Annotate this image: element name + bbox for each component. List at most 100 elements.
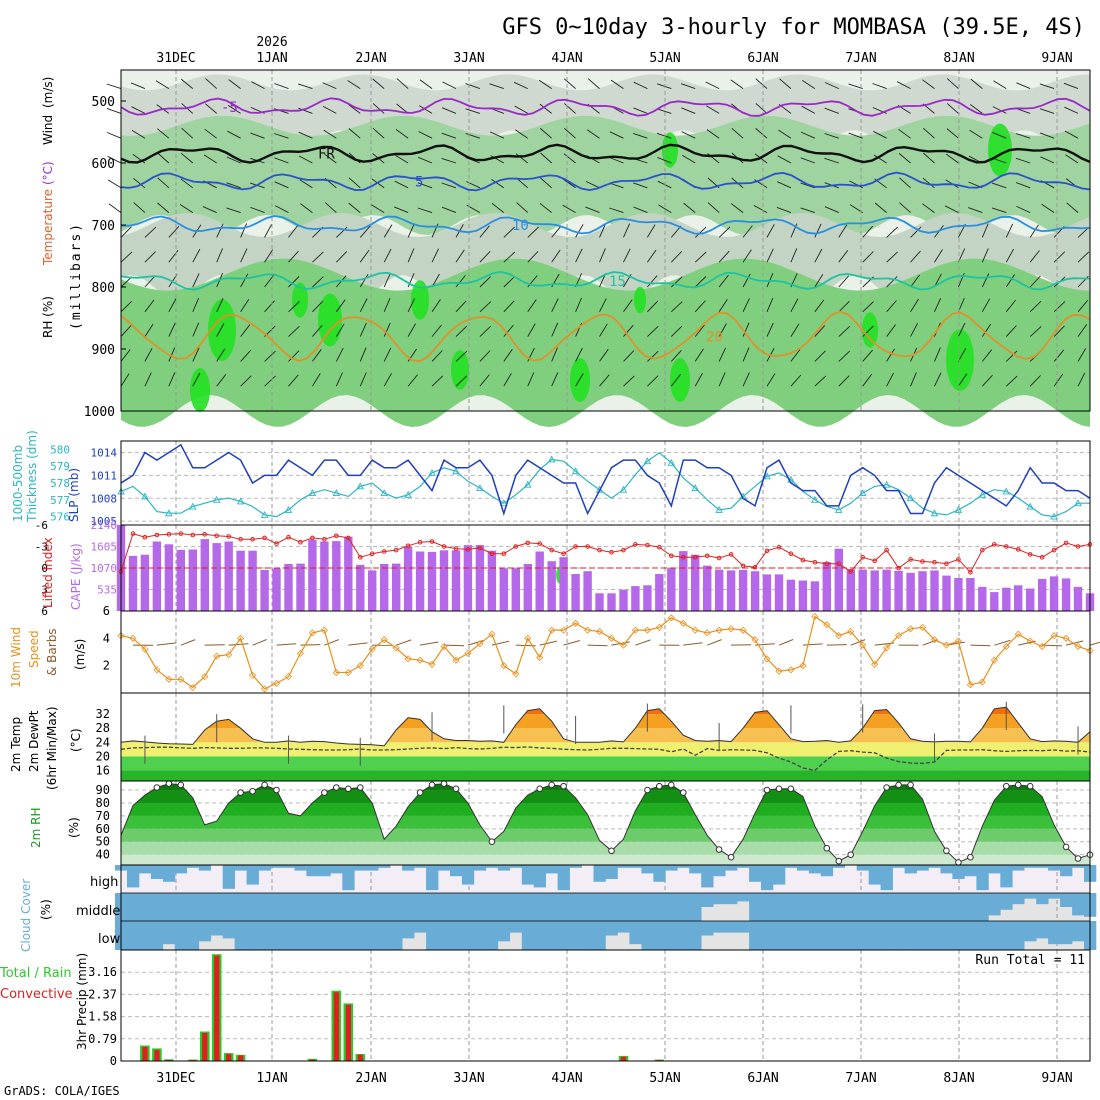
rh2m-point (177, 781, 185, 789)
isotherm-line (120, 270, 1091, 291)
upper-wind-barb (742, 249, 752, 263)
cloud-cell (964, 893, 977, 921)
cloud-cell (450, 921, 463, 950)
upper-wind-barb (778, 129, 792, 139)
upper-wind-barb (383, 273, 391, 288)
upper-wind-barb (455, 275, 466, 288)
upper-wind-barb (540, 128, 552, 139)
upper-wind-barb (417, 182, 433, 189)
wind10-speed-point (237, 634, 245, 642)
upper-wind-barb (168, 322, 176, 337)
cape-bar (308, 539, 317, 611)
temp2m-line (120, 706, 1091, 747)
upper-wind-barb (312, 251, 324, 263)
cape-bar (631, 586, 640, 611)
wind10-barb (778, 639, 794, 646)
upper-wind-barb (312, 349, 322, 362)
lifted-index-point (968, 570, 973, 575)
upper-wind-barb (527, 250, 539, 263)
precip-conv-bar (154, 1049, 160, 1061)
rh2m-point (847, 851, 855, 859)
upper-wind-barb (1041, 203, 1055, 213)
wind10-tick-label: 2 (103, 659, 110, 673)
cloud-cell (1000, 921, 1013, 950)
upper-wind-barb (1005, 325, 1017, 337)
cloud-cell (521, 893, 535, 921)
upper-wind-barb (563, 153, 576, 164)
upper-wind-barb (144, 251, 156, 263)
upper-wind-barb (227, 104, 241, 114)
lifted-index-point (860, 555, 866, 560)
cloud-cell (1000, 865, 1013, 888)
upper-wind-barb (516, 202, 529, 213)
upper-wind-barb (899, 177, 911, 189)
upper-wind-barb (862, 301, 874, 313)
rh2m-point (656, 782, 663, 790)
wind10-speed-point (895, 632, 903, 640)
cloud-cell (784, 893, 798, 921)
thickness-point (236, 497, 245, 505)
upper-wind-barb (800, 207, 815, 214)
cloud-cell (617, 893, 630, 921)
wind10-barb (563, 640, 580, 646)
upper-wind-barb (1039, 83, 1055, 90)
lifted-index-point (1075, 544, 1081, 549)
cloud-cell (593, 865, 606, 882)
upper-wind-barb (934, 347, 941, 362)
upper-wind-barb (372, 103, 385, 114)
cloud-cell (342, 865, 355, 891)
precip-conv-bar (190, 1059, 196, 1061)
cloud-cell (569, 865, 582, 868)
isotherm-line (120, 97, 1091, 117)
cloud-cell (605, 893, 618, 921)
wind10-speed-point (823, 621, 831, 629)
cloud-cell (581, 893, 594, 921)
cape-bar (451, 550, 461, 611)
wind10-speed-point (416, 656, 424, 664)
cloud-cell (1060, 893, 1073, 907)
upper-wind-barb (417, 207, 433, 214)
bottom-date-label: 6JAN (747, 1071, 778, 1086)
rh2m-point (321, 789, 328, 796)
cloud-cell (138, 921, 152, 950)
cloud-cell (246, 893, 259, 921)
cloud-cell (186, 865, 200, 868)
rh2m-point (428, 781, 436, 789)
upper-wind-barb (742, 225, 753, 238)
upper-wind-barb (824, 107, 839, 114)
upper-wind-barb (886, 372, 894, 387)
cloud-cell (222, 865, 235, 889)
upper-wind-barb (872, 83, 887, 90)
upper-wind-barb (227, 130, 241, 139)
rh2m-point (835, 857, 843, 865)
cloud-cell (354, 893, 367, 921)
upper-wind-barb (274, 83, 289, 90)
upper-wind-barb (407, 298, 416, 312)
cloud-cell (282, 921, 295, 950)
upper-wind-barb (348, 202, 361, 213)
thickness-point (1050, 512, 1058, 520)
thickness-point (547, 455, 556, 463)
upper-wind-barb (465, 132, 481, 139)
wind10-barb (587, 644, 608, 647)
lifted-index-point (405, 543, 411, 549)
cloud-cell (282, 865, 295, 868)
upper-wind-barb (946, 128, 959, 139)
rh2m-point (644, 786, 651, 794)
lifted-index-point (692, 555, 698, 560)
cloud-cell (509, 865, 523, 868)
cloud-cell (1072, 893, 1085, 916)
upper-wind-barb (633, 206, 648, 214)
precip-conv-bar (656, 1059, 662, 1061)
cloud-cell (366, 865, 379, 871)
upper-wind-barb (1053, 373, 1064, 387)
upper-wind-barb (899, 202, 911, 213)
cloud-cell (796, 893, 810, 921)
cape-bar (726, 570, 736, 611)
upper-wind-barb (322, 82, 337, 90)
lifted-index-point (669, 553, 674, 559)
wind10-speed-point (392, 644, 400, 652)
wind10-speed-point (667, 614, 675, 622)
wind10-speed-point (1002, 642, 1010, 651)
upper-wind-barb (300, 203, 313, 213)
